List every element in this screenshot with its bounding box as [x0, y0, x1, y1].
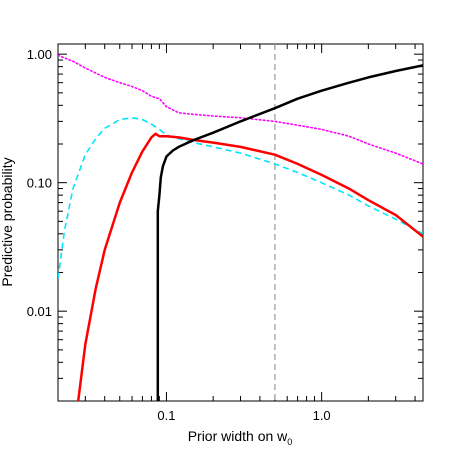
- series-line-4: [156, 64, 423, 401]
- x-tick-label: 0.1: [157, 408, 175, 423]
- series-line-2: [58, 117, 423, 279]
- y-tick-label: 0.10: [27, 176, 52, 191]
- y-axis-label: Predictive probability: [0, 157, 15, 286]
- series-line-3: [76, 132, 423, 401]
- x-axis-label: Prior width on w0: [188, 428, 293, 447]
- series-line-1: [58, 54, 423, 165]
- y-tick-label: 0.01: [27, 304, 52, 319]
- y-tick-label: 1.00: [27, 47, 52, 62]
- x-tick-label: 1.0: [313, 408, 331, 423]
